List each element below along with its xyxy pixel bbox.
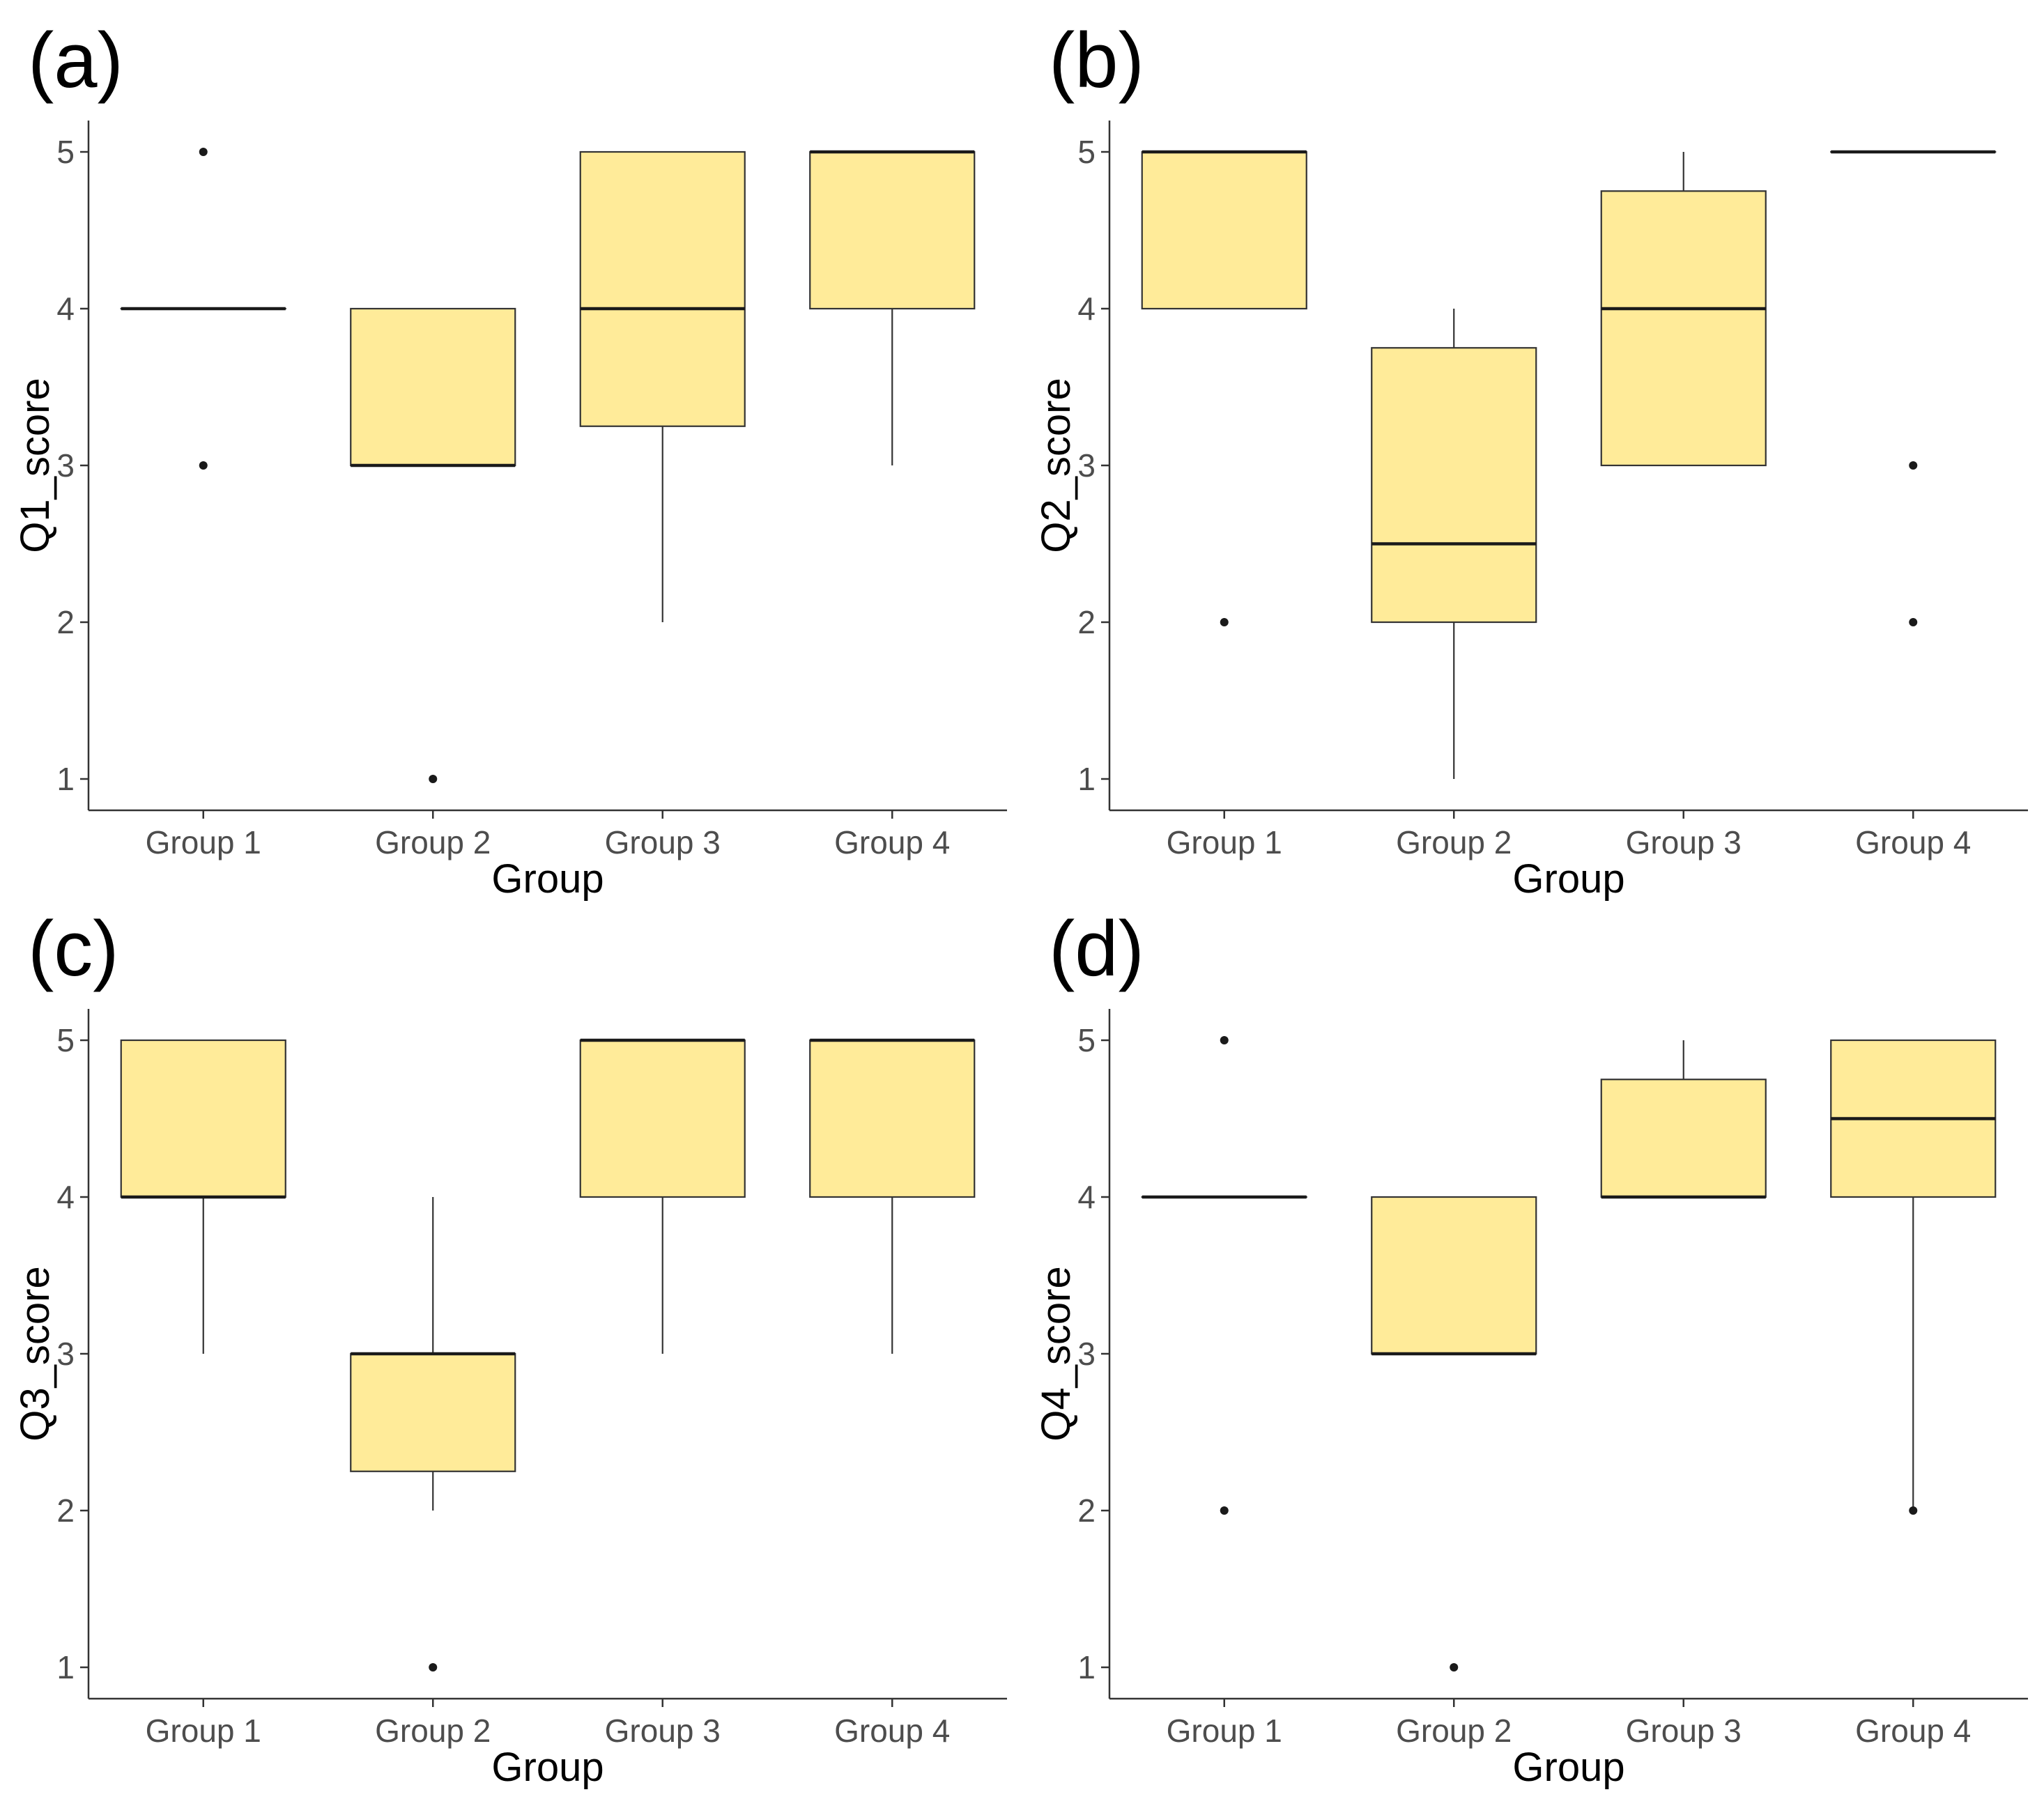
outlier-point bbox=[429, 1663, 438, 1671]
chart-panel-d: (d) 1 2 3 4 5 Group 1 Group 2 Group 3 Group 4 Grou… bbox=[1033, 905, 2028, 1790]
y-axis-title: Q2_score bbox=[1033, 378, 1079, 553]
x-axis-title: Group bbox=[491, 856, 604, 902]
outlier-point bbox=[1909, 461, 1918, 470]
x-axis-title: Group bbox=[1512, 856, 1624, 902]
x-tick-label: Group 3 bbox=[1626, 824, 1742, 860]
outlier-point bbox=[429, 775, 438, 783]
x-tick-label: Group 3 bbox=[605, 1713, 721, 1749]
panel-label: (d) bbox=[1049, 905, 1144, 992]
y-tick-label: 3 bbox=[1077, 1336, 1096, 1372]
y-tick-label: 4 bbox=[56, 291, 75, 327]
chart-panel-a: (a) 1 2 3 4 5 Group 1 Group 2 Group 3 Group 4 Grou… bbox=[13, 17, 1007, 902]
y-tick-label: 1 bbox=[56, 1649, 75, 1685]
box bbox=[1600, 190, 1767, 467]
chart-panel-c: (c) 1 2 3 4 5 Group 1 Group 2 Group 3 Group 4 Grou… bbox=[13, 905, 1007, 1790]
y-axis-title: Q3_score bbox=[13, 1266, 58, 1441]
x-axis-title: Group bbox=[491, 1745, 604, 1790]
y-tick-label: 4 bbox=[1077, 291, 1096, 327]
x-tick-label: Group 4 bbox=[1855, 824, 1971, 860]
y-tick-label: 3 bbox=[56, 447, 75, 484]
box bbox=[1371, 347, 1537, 624]
y-tick-label: 5 bbox=[56, 134, 75, 170]
y-tick-label: 2 bbox=[1077, 604, 1096, 640]
x-tick-label: Group 3 bbox=[1626, 1713, 1742, 1749]
x-tick-label: Group 2 bbox=[375, 824, 491, 860]
y-tick-label: 4 bbox=[56, 1179, 75, 1215]
y-tick-label: 2 bbox=[1077, 1492, 1096, 1529]
outlier-point bbox=[1450, 1663, 1459, 1671]
outlier-point bbox=[199, 461, 208, 470]
box bbox=[1141, 150, 1307, 310]
y-tick-label: 2 bbox=[56, 604, 75, 640]
outlier-point bbox=[199, 148, 208, 156]
outlier-point bbox=[1220, 1506, 1229, 1515]
y-tick-label: 1 bbox=[56, 761, 75, 797]
y-tick-label: 3 bbox=[1077, 447, 1096, 484]
outlier-point bbox=[1909, 618, 1918, 626]
box bbox=[350, 307, 516, 467]
y-tick-label: 1 bbox=[1077, 1649, 1096, 1685]
y-tick-label: 5 bbox=[56, 1022, 75, 1058]
box bbox=[1371, 1196, 1537, 1355]
box bbox=[809, 150, 976, 310]
y-tick-label: 5 bbox=[1077, 1022, 1096, 1058]
x-tick-label: Group 2 bbox=[1396, 1713, 1512, 1749]
y-tick-label: 1 bbox=[1077, 761, 1096, 797]
x-tick-label: Group 1 bbox=[146, 824, 261, 860]
y-axis-title: Q1_score bbox=[13, 378, 58, 553]
box bbox=[579, 150, 746, 427]
x-tick-label: Group 1 bbox=[146, 1713, 261, 1749]
box bbox=[809, 1039, 976, 1198]
x-tick-label: Group 2 bbox=[375, 1713, 491, 1749]
panel-label: (b) bbox=[1049, 17, 1144, 104]
y-tick-label: 2 bbox=[56, 1492, 75, 1529]
x-axis-title: Group bbox=[1512, 1745, 1624, 1790]
chart-panel-b: (b) 1 2 3 4 5 Group 1 Group 2 Group 3 Group 4 Grou… bbox=[1033, 17, 2028, 902]
x-tick-label: Group 4 bbox=[834, 1713, 950, 1749]
x-tick-label: Group 1 bbox=[1167, 1713, 1282, 1749]
box bbox=[579, 1039, 746, 1198]
x-tick-label: Group 4 bbox=[1855, 1713, 1971, 1749]
box bbox=[1600, 1079, 1767, 1198]
y-tick-label: 3 bbox=[56, 1336, 75, 1372]
outlier-point bbox=[1909, 1506, 1918, 1515]
outlier-point bbox=[1220, 1036, 1229, 1044]
panel-label: (a) bbox=[28, 17, 123, 104]
y-tick-label: 4 bbox=[1077, 1179, 1096, 1215]
box bbox=[120, 1039, 286, 1198]
y-axis-title: Q4_score bbox=[1033, 1266, 1079, 1441]
panel-label: (c) bbox=[28, 905, 119, 992]
outlier-point bbox=[1220, 618, 1229, 626]
x-tick-label: Group 4 bbox=[834, 824, 950, 860]
y-tick-label: 5 bbox=[1077, 134, 1096, 170]
box bbox=[350, 1352, 516, 1472]
x-tick-label: Group 3 bbox=[605, 824, 721, 860]
x-tick-label: Group 2 bbox=[1396, 824, 1512, 860]
x-tick-label: Group 1 bbox=[1167, 824, 1282, 860]
